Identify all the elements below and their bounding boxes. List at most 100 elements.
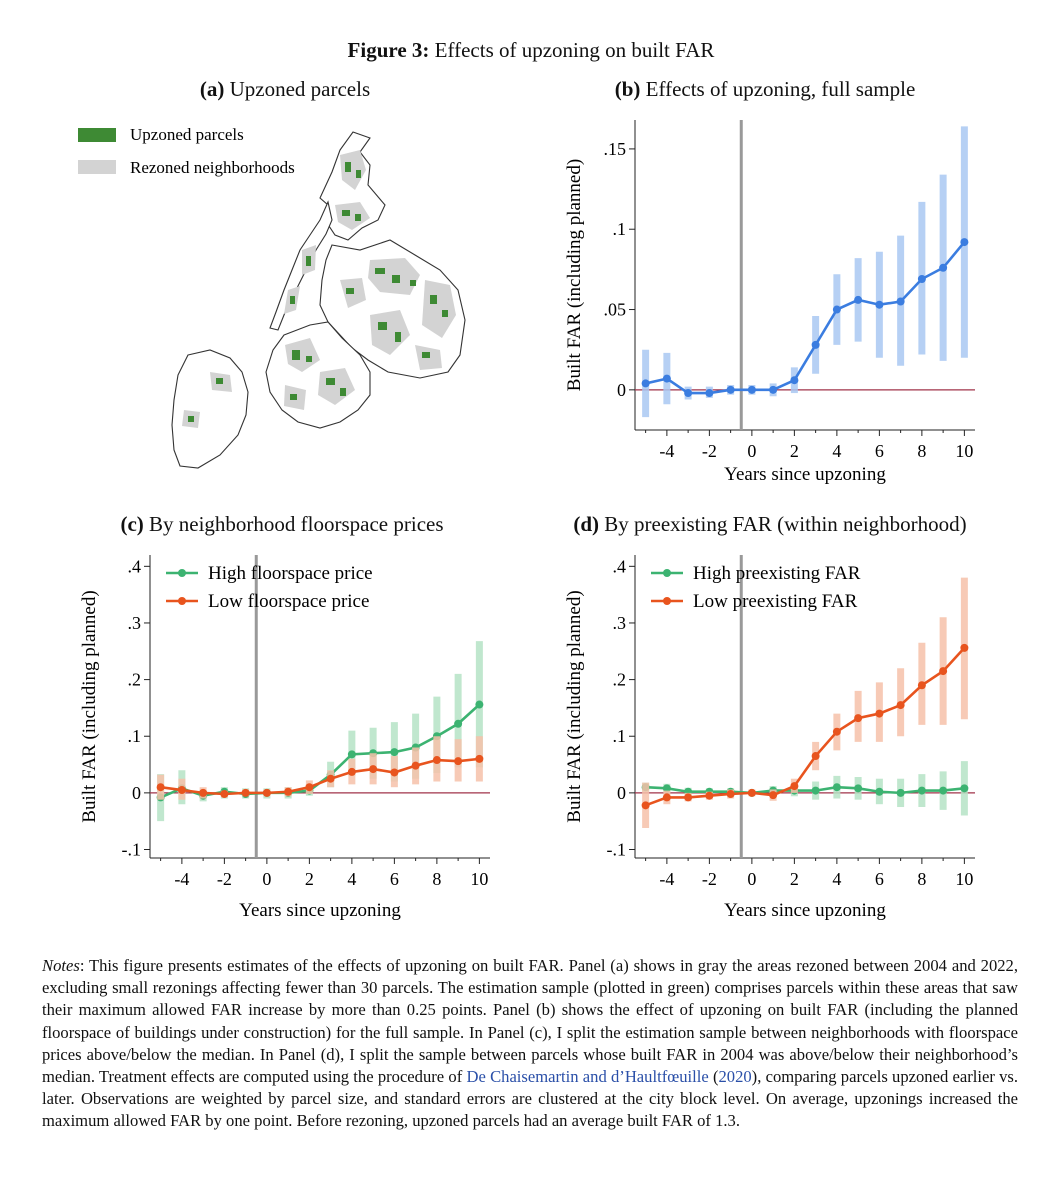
data-point bbox=[811, 786, 820, 795]
data-point bbox=[662, 793, 671, 802]
data-point bbox=[390, 768, 399, 777]
figure-label: Figure 3: bbox=[347, 38, 430, 62]
x-tick-label: -4 bbox=[659, 869, 674, 889]
data-point bbox=[960, 643, 969, 652]
legend-label: High floorspace price bbox=[208, 563, 373, 584]
x-tick-label: 0 bbox=[262, 869, 271, 889]
x-tick-label: 10 bbox=[955, 869, 973, 889]
citation-link-year[interactable]: 2020 bbox=[718, 1067, 752, 1087]
data-point bbox=[347, 750, 356, 759]
data-point bbox=[454, 757, 463, 766]
x-tick-label: 10 bbox=[955, 441, 973, 461]
panel-b-letter: (b) bbox=[614, 77, 641, 101]
figure-notes: Notes: This figure presents estimates of… bbox=[42, 955, 1018, 1133]
data-point bbox=[939, 667, 948, 676]
data-point bbox=[241, 788, 250, 797]
panel-c-letter: (c) bbox=[120, 512, 144, 536]
panel-a-letter: (a) bbox=[199, 77, 225, 101]
notes-text-after-link: , comparing parcels upzoned earlier vs. … bbox=[42, 1067, 1018, 1131]
x-tick-label: 6 bbox=[875, 869, 884, 889]
citation-link-authors[interactable]: De Chaisemartin and d’Haultfœuille bbox=[466, 1067, 709, 1087]
data-point bbox=[262, 788, 271, 797]
y-tick-label: 0 bbox=[617, 380, 626, 400]
data-point bbox=[875, 709, 884, 718]
data-point bbox=[199, 788, 208, 797]
panel-b-title-text: Effects of upzoning, full sample bbox=[645, 77, 916, 101]
manhattan-shape bbox=[269, 200, 333, 331]
data-point bbox=[790, 376, 799, 385]
upzoned-parcels bbox=[188, 162, 448, 422]
x-tick-label: 4 bbox=[832, 869, 841, 889]
nyc-boroughs-outline bbox=[171, 131, 466, 469]
data-point bbox=[156, 783, 165, 792]
series-low-floorspace-price bbox=[156, 736, 484, 800]
panel-a-map: Upzoned parcels Rezoned neighborhoods bbox=[78, 125, 466, 469]
data-point bbox=[284, 787, 293, 796]
data-point bbox=[811, 752, 820, 761]
data-point bbox=[684, 793, 693, 802]
data-point bbox=[875, 300, 884, 309]
x-tick-label: -2 bbox=[217, 869, 232, 889]
data-point bbox=[854, 784, 863, 793]
x-tick-label: 0 bbox=[747, 441, 756, 461]
staten-island-shape bbox=[171, 349, 249, 469]
x-tick-label: -2 bbox=[702, 869, 717, 889]
legend-marker bbox=[178, 569, 186, 577]
series-low-preexisting-far bbox=[641, 577, 969, 828]
figure-title: Figure 3: Effects of upzoning on built F… bbox=[0, 38, 1062, 63]
panel-d-title-text: By preexisting FAR (within neighborhood) bbox=[604, 512, 967, 536]
data-point bbox=[960, 238, 969, 247]
data-point bbox=[832, 305, 841, 314]
data-point bbox=[684, 389, 693, 398]
notes-lead: Notes bbox=[42, 956, 80, 975]
data-point bbox=[854, 295, 863, 304]
y-axis-label: Built FAR (including planned) bbox=[564, 159, 585, 391]
queens-shape bbox=[319, 239, 466, 379]
data-point bbox=[347, 767, 356, 776]
legend-swatch-rezoned bbox=[78, 160, 116, 174]
y-tick-label: 0 bbox=[132, 783, 141, 803]
data-point bbox=[369, 765, 378, 774]
y-tick-label: -.1 bbox=[607, 840, 627, 860]
x-tick-label: 0 bbox=[747, 869, 756, 889]
y-tick-label: .3 bbox=[613, 613, 627, 633]
data-point bbox=[939, 263, 948, 272]
data-point bbox=[705, 389, 714, 398]
data-point bbox=[305, 783, 314, 792]
y-tick-label: .4 bbox=[613, 556, 627, 576]
data-point bbox=[390, 748, 399, 757]
series-line bbox=[645, 785, 965, 795]
x-tick-label: 10 bbox=[470, 869, 488, 889]
data-point bbox=[917, 786, 926, 795]
data-point bbox=[326, 774, 335, 783]
x-tick-label: -2 bbox=[702, 441, 717, 461]
data-point bbox=[454, 719, 463, 728]
data-point bbox=[726, 385, 735, 394]
data-point bbox=[475, 754, 484, 763]
x-tick-label: 4 bbox=[347, 869, 356, 889]
x-tick-label: 2 bbox=[790, 441, 799, 461]
data-point bbox=[832, 727, 841, 736]
legend-label: Low floorspace price bbox=[208, 591, 369, 612]
data-point bbox=[177, 786, 186, 795]
x-tick-label: 6 bbox=[875, 441, 884, 461]
citation-paren-open: ( bbox=[708, 1067, 719, 1087]
data-point bbox=[641, 801, 650, 810]
chart-panel-d: -.1 0 .1 .2 .3 .4 -4 -2 0 2 4 6 8 10 Years since upzon… bbox=[564, 555, 975, 921]
legend-label-rezoned: Rezoned neighborhoods bbox=[130, 158, 295, 177]
data-point bbox=[662, 784, 671, 793]
series-line bbox=[645, 241, 966, 395]
y-tick-label: -.1 bbox=[122, 840, 142, 860]
x-tick-label: 2 bbox=[790, 869, 799, 889]
y-axis-label: Built FAR (including planned) bbox=[79, 590, 100, 822]
data-point bbox=[662, 374, 671, 383]
x-axis-label: Years since upzoning bbox=[239, 900, 401, 921]
x-tick-label: 2 bbox=[305, 869, 314, 889]
y-axis-label: Built FAR (including planned) bbox=[564, 590, 585, 822]
data-point bbox=[917, 275, 926, 284]
data-point bbox=[939, 786, 948, 795]
data-point bbox=[432, 756, 441, 765]
data-point bbox=[641, 379, 650, 388]
chart-panel-c: -.1 0 .1 .2 .3 .4 -4 -2 0 2 4 6 8 10 Years since upzon… bbox=[79, 555, 490, 921]
notes-text-before-link: : This figure presents estimates of the … bbox=[42, 956, 1018, 1087]
